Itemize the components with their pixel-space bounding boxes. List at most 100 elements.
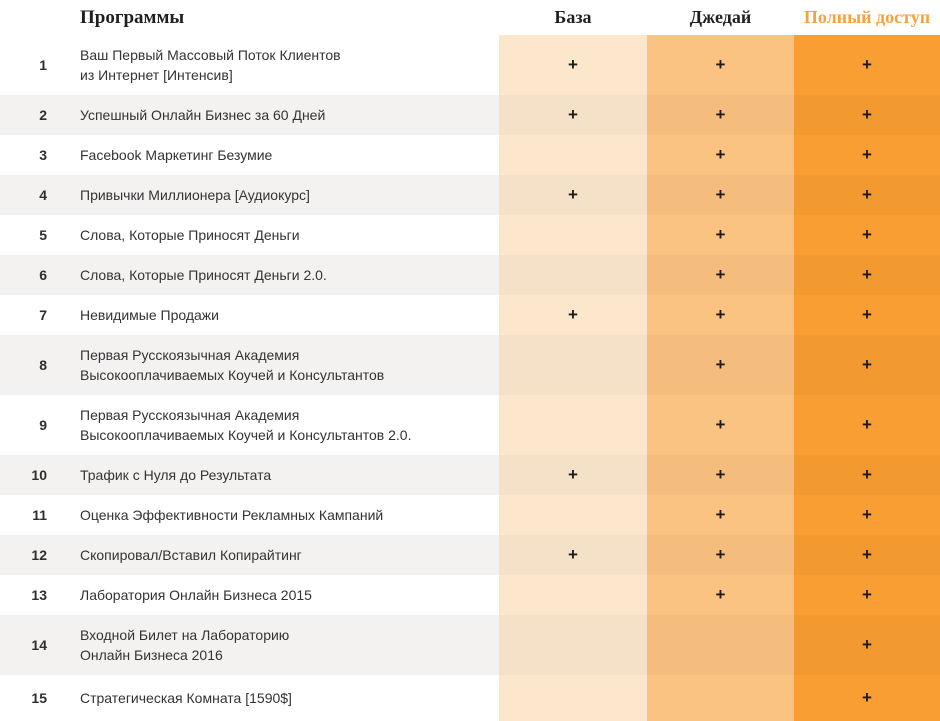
cell-jedi: + [647,455,794,495]
plus-icon: + [715,355,726,374]
program-name: Привычки Миллионера [Аудиокурс] [80,187,310,203]
cell-base: + [499,295,647,335]
cell-jedi: + [647,295,794,335]
plus-icon: + [715,55,726,74]
plus-icon: + [715,505,726,524]
cell-jedi [647,615,794,675]
cell-full-access: + [794,495,940,535]
cell-full-access: + [794,395,940,455]
cell-base: + [499,535,647,575]
table-row: 1 Ваш Первый Массовый Поток Клиентов из … [0,35,940,95]
plus-icon: + [568,105,578,124]
plus-icon: + [715,465,726,484]
cell-base [499,335,647,395]
plus-icon: + [715,105,726,124]
cell-full-access: + [794,95,940,135]
cell-full-access: + [794,135,940,175]
plus-icon: + [862,305,872,324]
cell-jedi: + [647,535,794,575]
plus-icon: + [715,415,726,434]
plus-icon: + [568,305,578,324]
row-number: 13 [31,587,47,603]
column-header-jedi: Джедай [689,7,752,27]
cell-jedi: + [647,95,794,135]
table-row: 2 Успешный Онлайн Бизнес за 60 Дней + + … [0,95,940,135]
cell-full-access: + [794,615,940,675]
plus-icon: + [862,505,872,524]
cell-jedi: + [647,575,794,615]
plus-icon: + [862,355,872,374]
program-name: Трафик с Нуля до Результата [80,467,272,483]
program-name: Оценка Эффективности Рекламных Кампаний [80,507,384,523]
program-name: Слова, Которые Приносят Деньги [80,227,300,243]
plus-icon: + [715,225,726,244]
row-number: 11 [32,507,47,523]
cell-jedi: + [647,135,794,175]
cell-full-access: + [794,175,940,215]
plus-icon: + [862,145,872,164]
plus-icon: + [715,265,726,284]
cell-full-access: + [794,335,940,395]
cell-base [499,575,647,615]
plus-icon: + [862,688,872,707]
table-row: 12 Скопировал/Вставил Копирайтинг + + + [0,535,940,575]
table-row: 9 Первая Русскоязычная Академия Высокооп… [0,395,940,455]
row-number: 8 [39,357,47,373]
table-row: 15 Стратегическая Комната [1590$] + [0,675,940,721]
program-name: Слова, Которые Приносят Деньги 2.0. [80,267,327,283]
column-header-base: База [554,7,592,27]
cell-full-access: + [794,575,940,615]
program-name: Первая Русскоязычная Академия Высокоопла… [80,347,385,383]
cell-base: + [499,35,647,95]
row-number: 10 [31,467,47,483]
cell-base [499,395,647,455]
cell-full-access: + [794,675,940,721]
table-row: 13 Лаборатория Онлайн Бизнеса 2015 + + [0,575,940,615]
cell-jedi: + [647,335,794,395]
cell-full-access: + [794,455,940,495]
cell-jedi: + [647,395,794,455]
program-name: Успешный Онлайн Бизнес за 60 Дней [80,107,326,123]
program-name: Facebook Маркетинг Безумие [80,147,273,163]
row-number: 4 [39,187,47,203]
table-row: 6 Слова, Которые Приносят Деньги 2.0. + … [0,255,940,295]
program-name: Ваш Первый Массовый Поток Клиентов из Ин… [80,47,341,83]
cell-full-access: + [794,35,940,95]
row-number: 14 [31,637,47,653]
plus-icon: + [568,55,578,74]
plus-icon: + [715,145,726,164]
plus-icon: + [862,55,872,74]
table-row: 5 Слова, Которые Приносят Деньги + + [0,215,940,255]
column-header-full-access: Полный доступ [803,7,931,27]
cell-full-access: + [794,295,940,335]
programs-column-header: Программы [80,6,185,28]
row-number: 1 [39,57,47,73]
plus-icon: + [862,635,872,654]
cell-base: + [499,455,647,495]
row-number: 15 [31,690,47,706]
table-row: 11 Оценка Эффективности Рекламных Кампан… [0,495,940,535]
row-number: 2 [39,107,47,123]
plus-icon: + [862,465,872,484]
row-number: 6 [39,267,47,283]
plus-icon: + [862,545,872,564]
table-body: 1 Ваш Первый Массовый Поток Клиентов из … [0,35,940,721]
cell-base [499,215,647,255]
table-row: 8 Первая Русскоязычная Академия Высокооп… [0,335,940,395]
table-row: 4 Привычки Миллионера [Аудиокурс] + + + [0,175,940,215]
plus-icon: + [568,465,578,484]
plus-icon: + [862,185,872,204]
cell-full-access: + [794,535,940,575]
program-name: Первая Русскоязычная Академия Высокоопла… [80,407,412,443]
table-row: 7 Невидимые Продажи + + + [0,295,940,335]
cell-jedi: + [647,215,794,255]
plus-icon: + [568,185,578,204]
cell-jedi [647,675,794,721]
program-name: Входной Билет на Лабораторию Онлайн Бизн… [80,627,290,663]
plus-icon: + [715,585,726,604]
row-number: 5 [39,227,47,243]
table-header: Программы База Джедай Полный доступ [0,0,940,35]
cell-jedi: + [647,255,794,295]
cell-base: + [499,175,647,215]
